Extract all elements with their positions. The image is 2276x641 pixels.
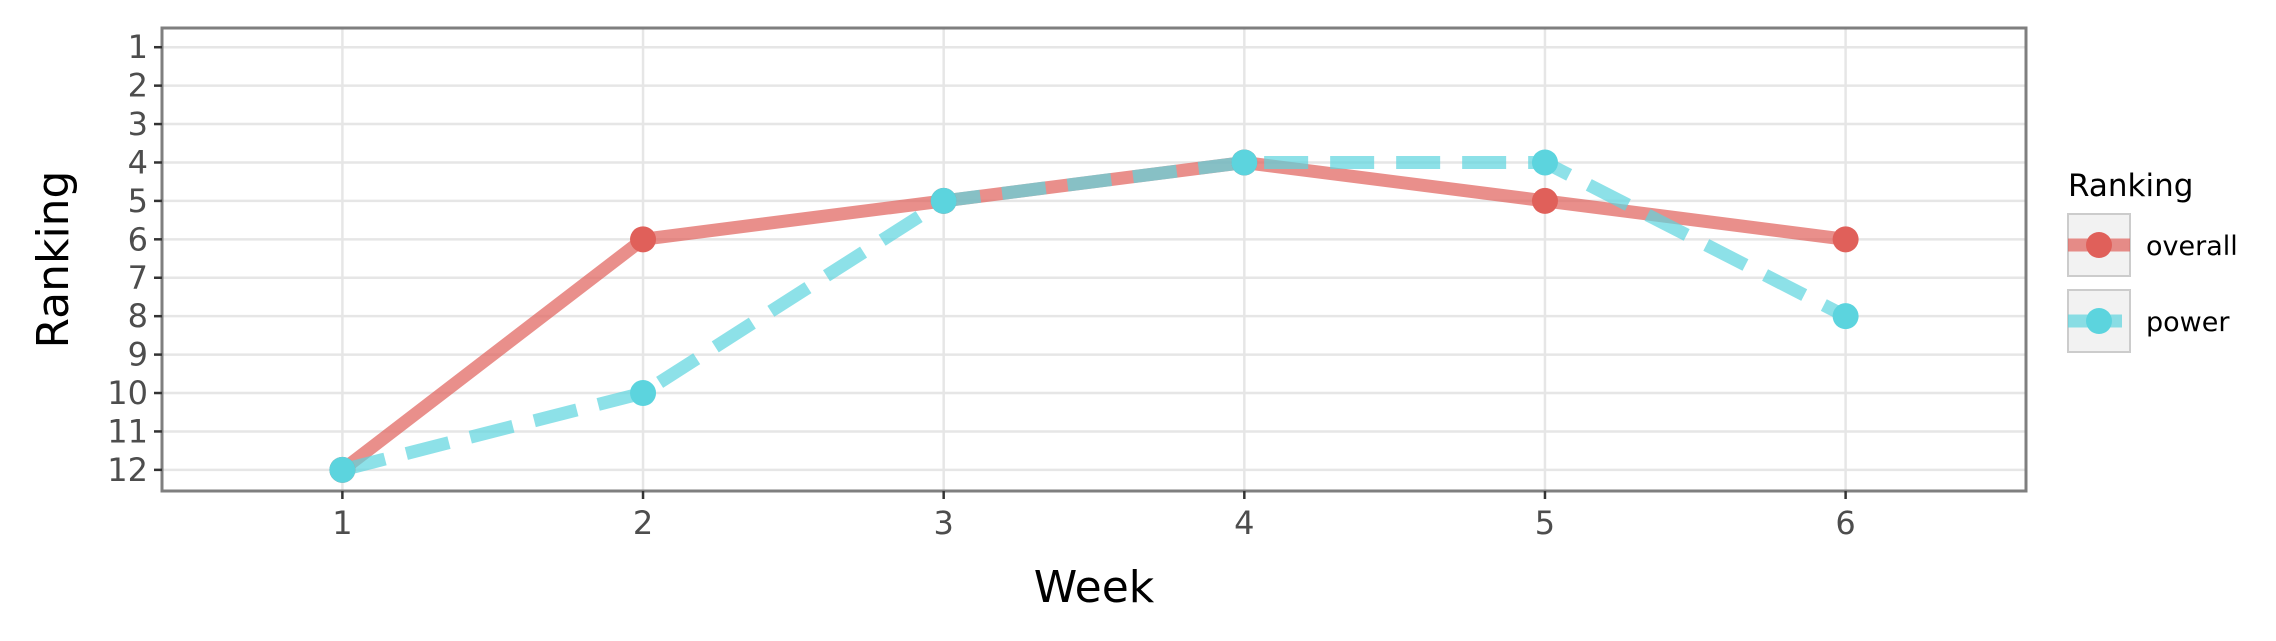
plot-panel	[162, 28, 2026, 491]
legend-label-overall: overall	[2146, 231, 2238, 262]
legend-marker-overall	[2086, 232, 2112, 258]
x-tick-label-1: 1	[332, 504, 352, 542]
legend-entry-overall: overall	[2067, 213, 2238, 277]
legend-entries: overall power	[2067, 213, 2238, 353]
legend: Ranking overall power	[2067, 168, 2238, 353]
y-tick-label-8: 8	[128, 297, 148, 335]
point-power-week-4	[1231, 149, 1258, 176]
point-power-week-1	[329, 456, 356, 483]
y-tick-label-3: 3	[128, 105, 148, 143]
y-axis-title: Ranking	[28, 171, 79, 349]
legend-marker-power	[2086, 308, 2112, 334]
series-lines	[338, 156, 1849, 477]
y-tick-label-7: 7	[128, 259, 148, 297]
series-line-power	[340, 156, 1849, 477]
y-tick-label-2: 2	[128, 67, 148, 105]
y-tick-label-12: 12	[107, 451, 148, 489]
grid	[162, 28, 2026, 491]
x-tick-label-4: 4	[1234, 504, 1254, 542]
y-tick-label-10: 10	[107, 374, 148, 412]
axis-ticks	[154, 45, 1847, 499]
point-overall-week-5	[1531, 187, 1558, 214]
point-overall-week-6	[1832, 226, 1859, 253]
y-tick-label-11: 11	[107, 412, 148, 450]
point-power-week-6	[1832, 303, 1859, 330]
legend-entry-power: power	[2067, 289, 2230, 353]
x-tick-label-5: 5	[1535, 504, 1555, 542]
series-points	[329, 149, 1859, 483]
legend-label-power: power	[2146, 307, 2230, 338]
point-overall-week-2	[630, 226, 657, 253]
x-tick-label-2: 2	[633, 504, 653, 542]
y-tick-label-4: 4	[128, 143, 148, 181]
x-tick-label-3: 3	[933, 504, 953, 542]
x-tick-labels: 1 2 3 4 5 6	[332, 504, 1856, 542]
point-power-week-3	[930, 187, 957, 214]
y-tick-label-6: 6	[128, 220, 148, 258]
x-tick-label-6: 6	[1835, 504, 1855, 542]
y-tick-label-9: 9	[128, 336, 148, 374]
y-tick-label-5: 5	[128, 182, 148, 220]
legend-title: Ranking	[2068, 168, 2193, 204]
point-power-week-5	[1531, 149, 1558, 176]
point-power-week-2	[630, 380, 657, 407]
y-tick-label-1: 1	[128, 28, 148, 66]
x-axis-title: Week	[1034, 562, 1155, 613]
plot-panel-border	[160, 26, 2028, 493]
